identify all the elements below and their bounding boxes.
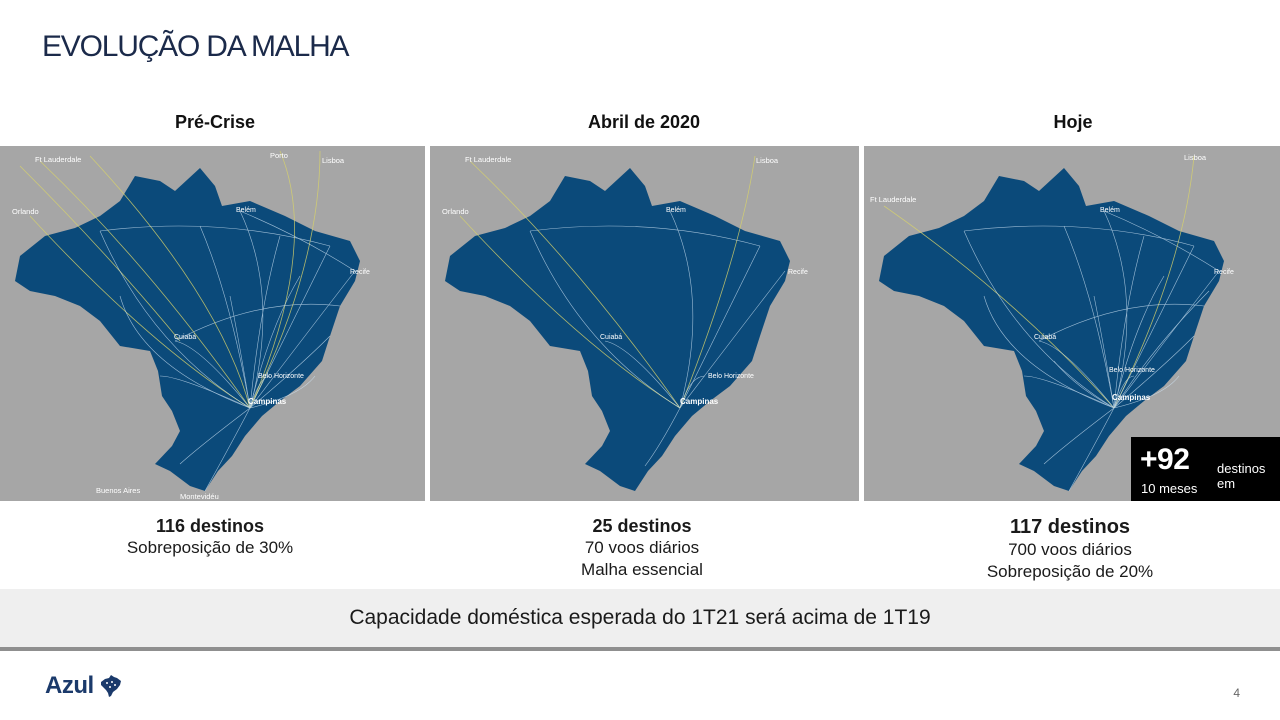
label-belo-horizonte: Belo Horizonte — [708, 373, 754, 380]
label-lisboa: Lisboa — [756, 156, 779, 165]
brazil-shape — [445, 168, 790, 491]
label-belo-horizonte: Belo Horizonte — [1109, 367, 1155, 374]
map-abril-2020: Ft Lauderdale Lisboa Orlando Belém Recif… — [430, 146, 859, 501]
label-belo-horizonte: Belo Horizonte — [258, 373, 304, 380]
badge-text-line2: 10 meses — [1141, 481, 1198, 496]
label-recife: Recife — [788, 269, 808, 276]
badge-text: destinos em — [1217, 461, 1266, 491]
caption-destinos: 117 destinos — [1009, 516, 1131, 538]
caption-hoje: 117 destinos 700 voos diários Sobreposiç… — [858, 516, 1280, 583]
slide-title: EVOLUÇÃO DA MALHA — [42, 30, 350, 63]
caption-line: Malha essencial — [581, 560, 703, 579]
label-orlando: Orlando — [442, 207, 469, 216]
domestic-routes — [963, 210, 1220, 492]
intl-routes — [19, 150, 321, 409]
panel-heading-hoje: Hoje — [1053, 112, 1093, 132]
page-number: 4 — [1233, 686, 1240, 700]
caption-line: 70 voos diários — [584, 538, 700, 557]
caption-abril-2020: 25 destinos 70 voos diários Malha essenc… — [430, 516, 854, 581]
label-cuiaba: Cuiabá — [600, 334, 622, 341]
capacity-banner: Capacidade doméstica esperada do 1T21 se… — [0, 589, 1280, 651]
label-cuiaba: Cuiabá — [174, 334, 196, 341]
brazil-shape — [15, 168, 360, 491]
label-ft-lauderdale: Ft Lauderdale — [35, 155, 81, 164]
domestic-routes — [99, 210, 356, 492]
brazil-map-icon — [100, 675, 121, 697]
label-ft-lauderdale: Ft Lauderdale — [465, 155, 511, 164]
intl-routes — [883, 155, 1195, 409]
caption-line: Sobreposição de 30% — [126, 538, 294, 557]
map-pre-crise-svg: Ft Lauderdale Porto Lisboa Orlando Bueno… — [12, 150, 370, 501]
label-lisboa: Lisboa — [1184, 153, 1207, 162]
label-campinas: Campinas — [248, 397, 287, 406]
caption-pre-crise: 116 destinos Sobreposição de 30% — [0, 516, 420, 559]
caption-destinos: 25 destinos — [592, 516, 692, 536]
map-hoje-svg: Ft Lauderdale Lisboa Belém Recife Cuiabá… — [870, 153, 1234, 492]
map-pre-crise: Ft Lauderdale Porto Lisboa Orlando Bueno… — [0, 146, 425, 501]
label-belem: Belém — [1100, 207, 1120, 214]
panel-heading-pre-crise: Pré-Crise — [174, 112, 256, 132]
caption-destinos: 116 destinos — [155, 516, 265, 536]
label-cuiaba: Cuiabá — [1034, 334, 1056, 341]
label-belem: Belém — [666, 207, 686, 214]
azul-logo: Azul — [45, 672, 124, 700]
label-montevideu: Montevidéu — [180, 492, 219, 501]
label-porto: Porto — [270, 151, 288, 160]
caption-line: Sobreposição de 20% — [986, 562, 1154, 581]
caption-line: 700 voos diários — [1008, 540, 1132, 559]
intl-routes — [459, 155, 756, 409]
logo-text: Azul — [45, 672, 94, 699]
label-campinas: Campinas — [680, 397, 719, 406]
label-orlando: Orlando — [12, 207, 39, 216]
label-recife: Recife — [350, 269, 370, 276]
label-campinas: Campinas — [1112, 393, 1151, 402]
growth-badge: +92 destinos em 10 meses — [1131, 437, 1280, 501]
label-belem: Belém — [236, 207, 256, 214]
badge-value: +92 — [1140, 443, 1190, 476]
label-lisboa: Lisboa — [322, 156, 345, 165]
label-buenos-aires: Buenos Aires — [96, 486, 140, 495]
panel-heading-abril-2020: Abril de 2020 — [587, 112, 701, 132]
map-abril-2020-svg: Ft Lauderdale Lisboa Orlando Belém Recif… — [442, 155, 808, 491]
label-recife: Recife — [1214, 269, 1234, 276]
label-ft-lauderdale: Ft Lauderdale — [870, 195, 916, 204]
domestic-routes — [529, 210, 786, 467]
brazil-shape — [879, 168, 1224, 491]
